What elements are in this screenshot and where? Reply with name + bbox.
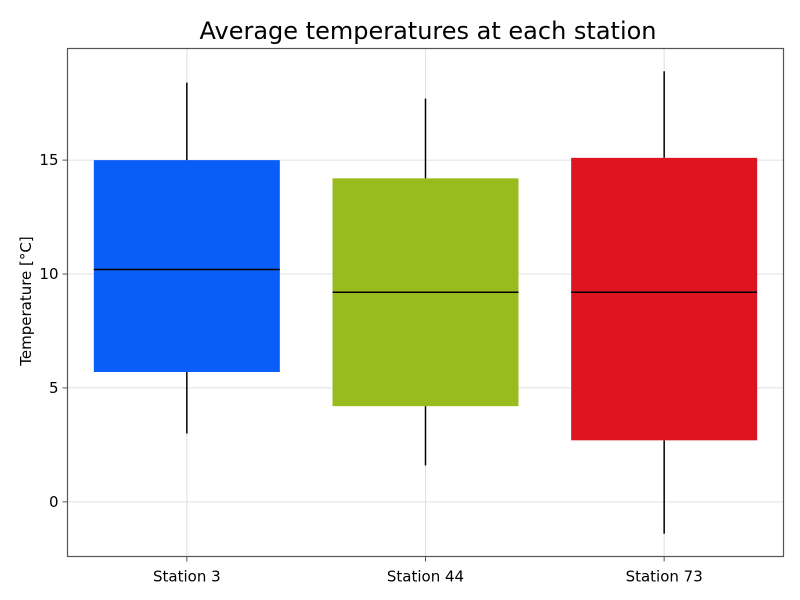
axis-layer: 0 5 10 15 Station 3 Station 44 Station 73 <box>39 151 702 585</box>
y-tick-label: 10 <box>39 265 58 283</box>
box-group <box>571 71 758 534</box>
y-tick-label: 15 <box>39 151 58 169</box>
plot-frame <box>66 47 785 558</box>
box-iqr <box>571 157 758 441</box>
box-iqr <box>93 160 280 372</box>
box-group <box>332 98 519 466</box>
box-layer <box>93 71 758 534</box>
y-tick-label: 0 <box>49 493 59 511</box>
y-tick-label: 5 <box>49 379 59 397</box>
box-group <box>93 82 280 434</box>
y-axis-label: Temperature [°C] <box>17 236 35 366</box>
x-tick-label: Station 73 <box>626 568 703 586</box>
x-tick-label: Station 44 <box>387 568 464 586</box>
x-tick-label: Station 3 <box>153 568 221 586</box>
chart-title: Average temperatures at each station <box>199 17 656 45</box>
